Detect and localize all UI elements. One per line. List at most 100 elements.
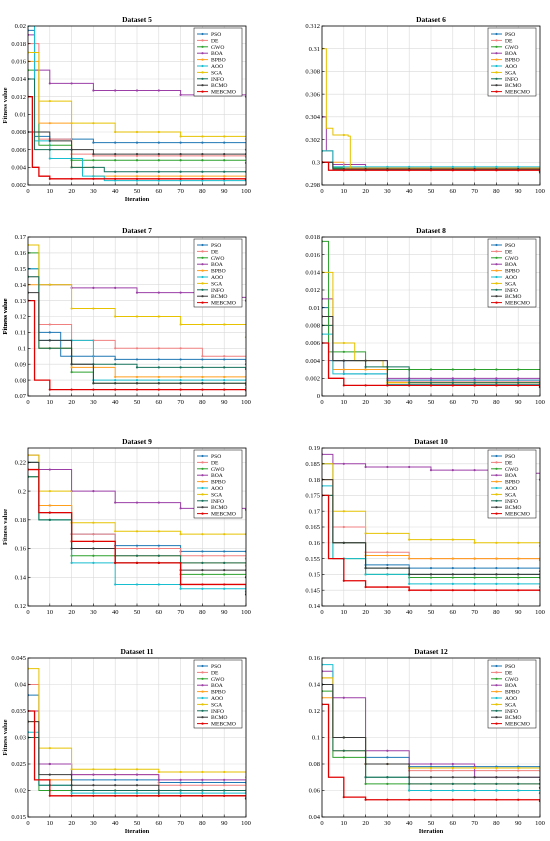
series-point-info — [135, 789, 139, 792]
series-point-mebcmo — [48, 177, 51, 180]
series-point-boa — [408, 465, 411, 469]
legend-marker — [201, 461, 204, 464]
series-point-info — [429, 782, 433, 785]
series-point-aoo — [179, 179, 182, 182]
x-tick-label: 40 — [406, 609, 413, 616]
series-point-de — [179, 154, 182, 157]
series-point-aoo — [473, 165, 476, 168]
y-tick-label: 0.08 — [15, 377, 26, 384]
legend-marker — [495, 664, 498, 668]
series-point-de — [429, 769, 433, 772]
series-point-boa — [429, 469, 433, 472]
legend-label: BOA — [211, 683, 223, 689]
y-axis-label: Fitness value — [2, 87, 9, 123]
series-point-sga — [48, 747, 51, 750]
x-tick-label: 40 — [112, 820, 119, 827]
series-point-mebcmo — [157, 561, 160, 565]
legend-marker — [201, 493, 204, 496]
series-point-info — [48, 347, 51, 350]
series-line-mebcmo — [322, 494, 540, 591]
x-tick-label: 30 — [90, 399, 97, 406]
series-point-pso — [223, 781, 226, 784]
series-point-aoo — [386, 573, 389, 576]
x-tick-label: 10 — [47, 188, 54, 195]
series-point-bpbo — [48, 504, 51, 507]
x-tick-label: 20 — [68, 399, 75, 406]
series-point-bcmo — [92, 382, 95, 385]
legend-label: BCMO — [211, 505, 227, 511]
series-point-mebcmo — [48, 511, 51, 514]
y-tick-label: 0.302 — [305, 137, 320, 144]
x-tick-label: 60 — [156, 399, 163, 406]
series-point-boa — [157, 89, 160, 92]
series-point-bpbo — [48, 122, 51, 125]
x-tick-label: 80 — [493, 609, 500, 616]
legend-label: GWO — [211, 45, 224, 51]
series-point-boa — [114, 286, 117, 289]
legend-marker — [495, 716, 498, 719]
series-point-aoo — [517, 789, 520, 792]
legend-marker — [495, 671, 498, 674]
series-point-sga — [495, 541, 498, 544]
series-point-de — [157, 154, 160, 157]
legend-marker — [201, 467, 204, 470]
x-tick-label: 50 — [428, 609, 435, 616]
legend-marker — [201, 709, 204, 712]
legend-label: INFO — [505, 288, 518, 294]
series-point-mebcmo — [386, 384, 389, 387]
series-point-bpbo — [517, 557, 520, 560]
series-point-sga — [342, 341, 345, 345]
series-point-de — [386, 551, 389, 554]
y-tick-label: 0.31 — [309, 46, 320, 53]
legend-label: BPBO — [211, 480, 226, 486]
x-tick-label: 20 — [362, 188, 369, 195]
y-tick-label: 0.006 — [305, 340, 320, 347]
series-point-bcmo — [451, 573, 454, 576]
x-tick-label: 90 — [515, 188, 522, 195]
series-point-aoo — [48, 157, 51, 160]
legend-marker — [495, 282, 498, 285]
series-point-pso — [201, 141, 204, 144]
y-tick-label: 0.16 — [309, 655, 321, 662]
series-point-bcmo — [364, 566, 367, 570]
series-point-sga — [179, 135, 182, 138]
x-tick-label: 90 — [221, 609, 228, 616]
x-tick-label: 0 — [320, 399, 323, 406]
series-point-sga — [48, 99, 51, 103]
series-point-bcmo — [429, 573, 433, 576]
series-point-info — [517, 381, 520, 384]
legend-marker — [495, 52, 498, 55]
y-tick-label: 0.01 — [15, 112, 26, 119]
series-point-pso — [135, 544, 139, 547]
series-point-info — [201, 789, 204, 792]
legend-marker — [201, 486, 204, 490]
series-point-pso — [201, 358, 204, 361]
y-tick-label: 0.04 — [15, 682, 27, 689]
legend-marker — [495, 58, 498, 61]
series-point-de — [179, 784, 182, 787]
x-tick-label: 20 — [362, 609, 369, 616]
legend-label: DE — [211, 249, 219, 255]
legend-marker — [201, 716, 204, 719]
series-point-bpbo — [429, 557, 433, 560]
x-tick-label: 100 — [241, 188, 251, 195]
legend-label: MEBCMO — [505, 722, 530, 728]
series-point-aoo — [92, 792, 95, 795]
series-point-pso — [92, 141, 95, 144]
series-point-sga — [179, 770, 182, 774]
legend-label: BCMO — [505, 294, 521, 300]
y-tick-label: 0.012 — [305, 287, 320, 294]
series-point-boa — [342, 696, 345, 699]
series-point-de — [451, 769, 454, 772]
series-point-aoo — [179, 587, 182, 590]
y-tick-label: 0.1 — [18, 346, 26, 353]
legend-marker — [201, 671, 204, 674]
series-point-boa — [179, 291, 182, 294]
x-tick-label: 90 — [221, 399, 228, 406]
series-point-aoo — [114, 792, 117, 795]
series-point-gwo — [429, 576, 433, 579]
x-tick-label: 60 — [450, 399, 457, 406]
x-tick-label: 10 — [341, 188, 348, 195]
